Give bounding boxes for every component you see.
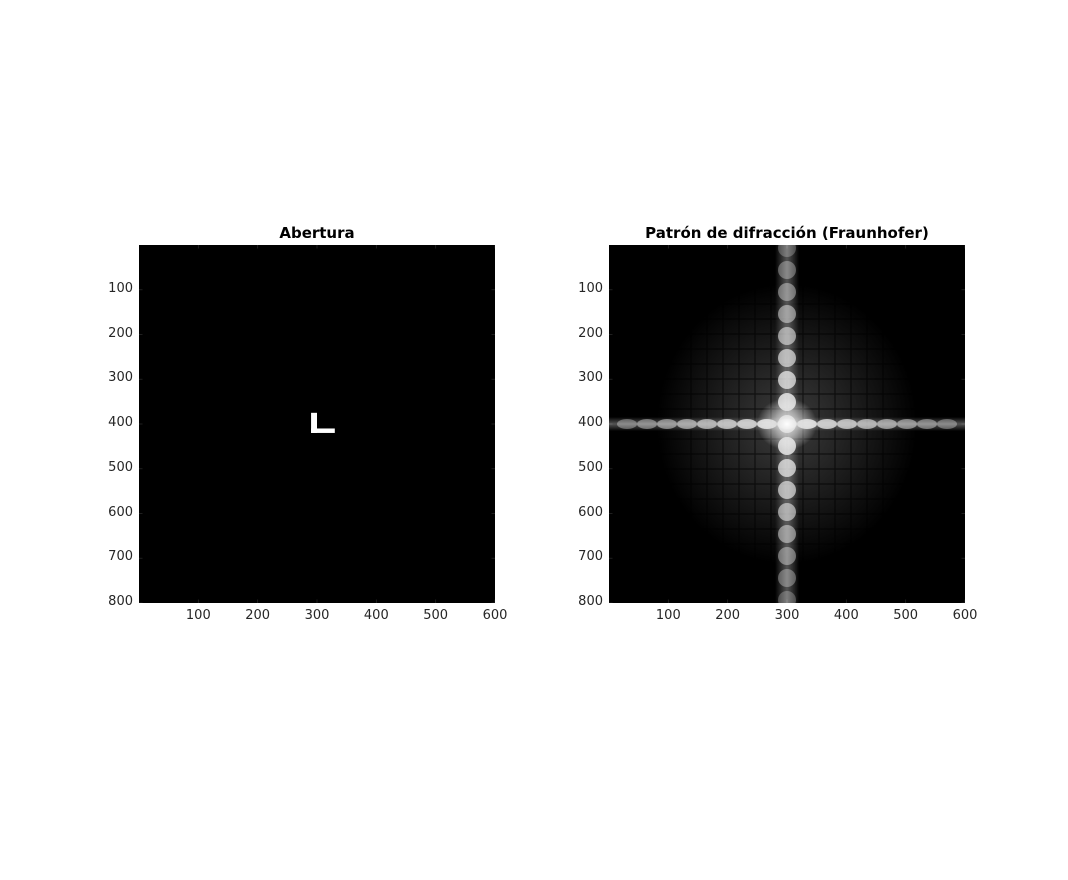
x-tick-label: 300 [774, 608, 800, 623]
y-tick-label: 600 [578, 504, 603, 520]
y-tick-label: 700 [108, 549, 133, 565]
x-tick-label: 300 [304, 608, 330, 623]
y-tick-label: 800 [578, 594, 603, 609]
x-tick-label: 400 [363, 608, 389, 623]
l-aperture-horizontal-bar [311, 428, 335, 433]
y-tick-label: 300 [108, 370, 133, 386]
tick-marks [139, 245, 495, 603]
y-tick-label: 500 [578, 459, 603, 475]
x-tick-label: 500 [893, 608, 919, 623]
y-tick-label: 200 [108, 325, 133, 341]
x-tick-label: 100 [655, 608, 681, 623]
y-tick-label: 800 [108, 594, 133, 609]
x-tick-label: 600 [482, 608, 508, 623]
y-tick-label: 500 [108, 459, 133, 475]
y-tick-label: 600 [108, 504, 133, 520]
x-tick-label: 100 [185, 608, 211, 623]
y-tick-label: 300 [578, 370, 603, 386]
diffraction-image [609, 245, 965, 603]
l-aperture-vertical-bar [311, 412, 317, 433]
aperture-image [139, 245, 495, 603]
image-svg [609, 245, 965, 603]
x-tick-label: 200 [245, 608, 271, 623]
y-tick-label: 700 [578, 549, 603, 565]
y-tick-label: 100 [108, 280, 133, 296]
y-tick-label: 400 [578, 415, 603, 430]
axes-title-abertura: Abertura [279, 224, 355, 242]
central-peak [757, 398, 817, 450]
axes-title-diffraction: Patrón de difracción (Fraunhofer) [645, 224, 929, 242]
y-tick-label: 200 [578, 325, 603, 341]
image-svg [139, 245, 495, 603]
y-tick-label: 400 [108, 415, 133, 430]
x-tick-label: 500 [423, 608, 449, 623]
x-tick-label: 200 [715, 608, 741, 623]
x-tick-label: 400 [833, 608, 859, 623]
x-tick-label: 600 [952, 608, 978, 623]
y-tick-label: 100 [578, 280, 603, 296]
